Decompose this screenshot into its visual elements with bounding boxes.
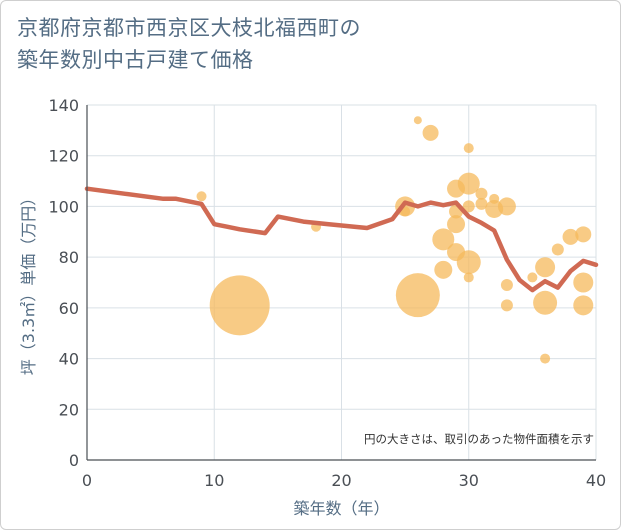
data-bubble xyxy=(463,272,474,283)
y-tick-label: 140 xyxy=(48,96,79,115)
data-bubble xyxy=(497,197,516,216)
data-bubble xyxy=(434,260,453,279)
data-bubble xyxy=(575,226,592,243)
data-bubble xyxy=(573,272,594,293)
data-bubble xyxy=(527,272,538,283)
average-price-line xyxy=(84,186,599,293)
y-tick-label: 0 xyxy=(69,451,79,470)
y-tick-label: 80 xyxy=(59,248,79,267)
x-tick-label: 10 xyxy=(204,471,224,490)
y-tick-label: 60 xyxy=(59,299,79,318)
x-tick-label: 0 xyxy=(82,471,92,490)
data-bubble xyxy=(533,290,558,315)
data-bubble xyxy=(462,200,475,213)
average-price-line-group xyxy=(84,186,599,293)
x-tick-label: 40 xyxy=(586,471,606,490)
data-bubble xyxy=(209,275,270,336)
y-tick-label: 20 xyxy=(59,400,79,419)
data-bubble xyxy=(456,250,481,275)
chart-axes: 0 20 40 60 80 100 120 140 0 10 20 30 40 xyxy=(48,96,606,490)
data-bubble xyxy=(422,124,439,141)
y-tick-label: 40 xyxy=(59,350,79,369)
data-bubble xyxy=(432,228,455,251)
y-axis-title: 坪（3.3㎡）単価（万円） xyxy=(19,190,38,375)
data-bubble xyxy=(540,353,551,364)
y-tick-label: 100 xyxy=(48,197,79,216)
data-bubble xyxy=(457,172,480,195)
x-axis-title: 築年数（年） xyxy=(293,499,389,518)
data-bubble xyxy=(447,215,466,234)
data-bubble xyxy=(463,143,474,154)
data-bubble xyxy=(500,299,513,312)
x-tick-label: 20 xyxy=(331,471,351,490)
data-bubble xyxy=(395,273,440,318)
y-tick-label: 120 xyxy=(48,147,79,166)
data-bubble xyxy=(562,228,579,245)
data-bubble xyxy=(196,191,207,202)
chart-grid xyxy=(87,104,597,460)
data-bubble xyxy=(551,243,564,256)
data-bubble xyxy=(535,257,556,278)
data-bubble xyxy=(500,279,513,292)
chart-title-line-1: 京都府京都市西京区大枝北福西町の xyxy=(17,16,361,40)
data-bubble xyxy=(475,197,488,210)
data-bubble xyxy=(475,187,488,200)
bubble-series xyxy=(196,116,594,364)
data-bubble xyxy=(573,295,594,316)
chart-title-line-2: 築年数別中古戸建て価格 xyxy=(17,48,254,72)
data-bubble xyxy=(413,116,422,125)
x-tick-label: 30 xyxy=(459,471,479,490)
chart-title: 京都府京都市西京区大枝北福西町の 築年数別中古戸建て価格 xyxy=(17,12,577,76)
bubble-size-note: 円の大きさは、取引のあった物件面積を示す xyxy=(364,432,594,446)
